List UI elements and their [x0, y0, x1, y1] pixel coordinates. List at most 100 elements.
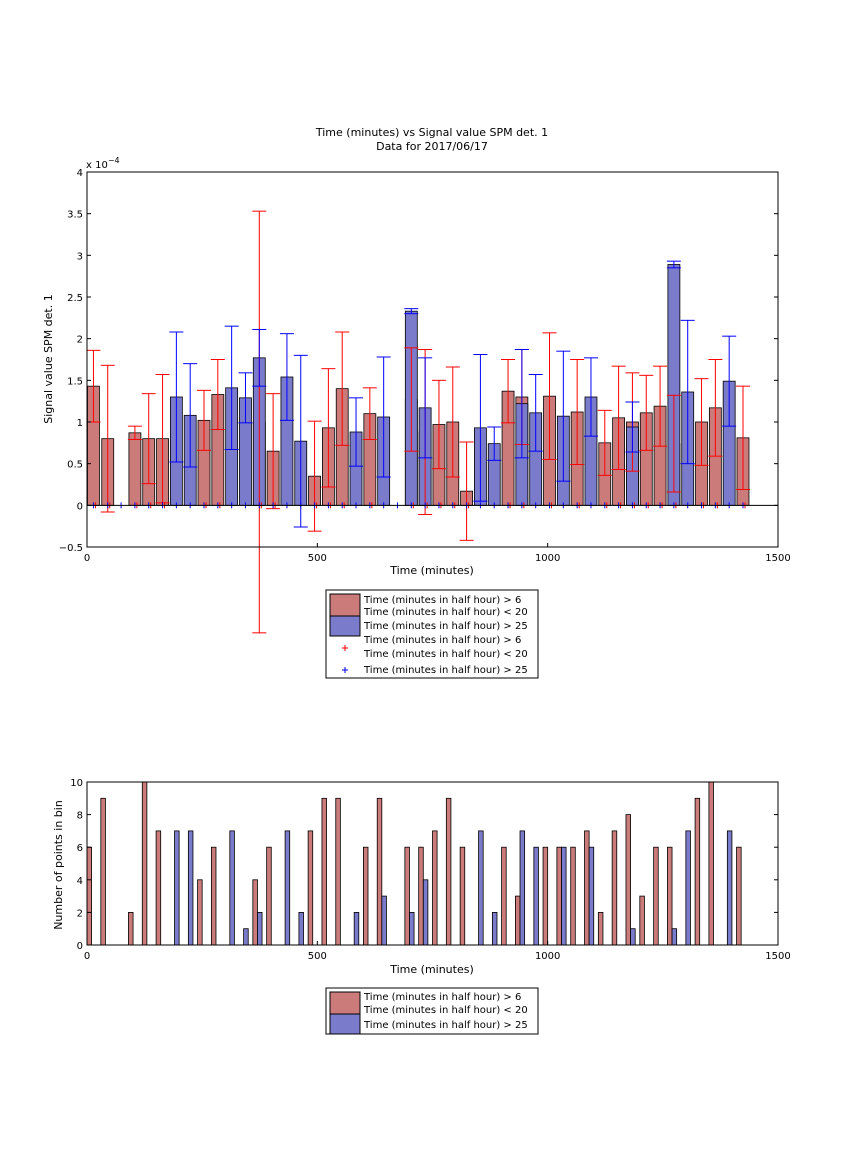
legend-blue-marker: [342, 667, 348, 673]
count-bar-blue: [561, 846, 567, 946]
x-tick-label: 0: [84, 553, 90, 564]
x-tick-label: 500: [308, 951, 327, 962]
legend-item-red-line1: Time (minutes in half hour) > 6: [363, 595, 521, 606]
x-tick-label: 1000: [535, 553, 560, 564]
error-bar-red: [445, 366, 460, 478]
error-bar-red: [459, 441, 474, 541]
count-bar-red: [210, 846, 217, 946]
count-bar-red: [694, 797, 701, 946]
x-tick-label: 1500: [765, 951, 790, 962]
error-bar-red: [611, 365, 626, 470]
error-bar-blue: [279, 333, 294, 421]
counts-chart: 0 500 1000 1500 0 2 4 6 8 10 Time (minutes) Numbe…: [52, 778, 791, 976]
count-bar-blue: [685, 830, 691, 946]
x-tick-label: 1500: [765, 553, 790, 564]
error-bar-red: [307, 420, 322, 532]
count-bar-blue: [298, 912, 304, 946]
error-bar-red: [197, 389, 212, 451]
legend-item-red-marker-line1: Time (minutes in half hour) > 6: [363, 635, 521, 646]
error-bar-red: [362, 387, 377, 440]
error-bar-blue: [376, 356, 391, 478]
y-tick-label: 2: [77, 908, 83, 919]
count-bar-blue: [422, 879, 429, 946]
error-bars-layer: [86, 210, 750, 634]
error-bar-blue: [404, 308, 419, 315]
legend-red-marker: [342, 645, 348, 651]
bar-red: [128, 432, 142, 506]
error-bar-blue: [252, 329, 267, 387]
count-bar-blue: [284, 830, 291, 946]
count-bar-red: [321, 797, 327, 946]
count-bar-blue: [409, 912, 415, 946]
count-bar-blue: [519, 830, 526, 946]
plot-frame: [86, 171, 779, 548]
count-bar-red: [252, 879, 258, 946]
y-exponent-base: x 10: [86, 160, 108, 171]
error-bar-red: [335, 331, 350, 446]
count-bar-blue: [229, 830, 235, 946]
count-bar-blue: [353, 912, 360, 946]
y-tick-label: 0: [77, 941, 83, 952]
error-bar-red: [141, 393, 156, 485]
chart-subtitle: Data for 2017/06/17: [376, 140, 488, 153]
legend-swatch-blue-bar: [329, 615, 361, 637]
count-bar-red: [653, 846, 659, 946]
y-tick-label: 0: [77, 501, 83, 512]
error-bar-red: [404, 347, 419, 452]
count-bar-red: [432, 830, 438, 946]
count-bar-red: [100, 797, 106, 946]
legend-signal: Time (minutes in half hour) > 6 Time (mi…: [325, 589, 539, 679]
legend-item-red-marker-line2: Time (minutes in half hour) < 20: [363, 649, 528, 660]
count-bar-red: [128, 912, 134, 946]
plot-frame-bottom: [86, 781, 779, 946]
count-bar-blue: [533, 846, 539, 946]
count-bar-blue: [588, 846, 595, 946]
legend-box: [325, 589, 539, 679]
count-bar-red: [459, 846, 466, 946]
count-bar-blue: [478, 830, 484, 946]
x-tick-label: 0: [84, 951, 90, 962]
error-bar-blue: [349, 397, 364, 467]
error-bar-blue: [418, 357, 433, 459]
error-bar-red: [708, 359, 723, 457]
y-tick-label: 1.5: [67, 376, 83, 387]
error-bar-blue: [293, 354, 308, 528]
error-bar-red: [653, 365, 668, 447]
y-tick-label: 1: [77, 418, 83, 429]
y-axis-label: Signal value SPM det. 1: [42, 294, 55, 424]
error-bar-blue: [473, 354, 488, 502]
count-bar-red: [570, 846, 576, 946]
count-bar-red: [363, 846, 369, 946]
y-tick-label: 10: [70, 778, 83, 789]
y-tick-label: 2: [77, 335, 83, 346]
count-bar-blue: [257, 912, 263, 946]
legend-counts: Time (minutes in half hour) > 6 Time (mi…: [325, 987, 539, 1035]
error-bar-blue: [183, 363, 198, 468]
legend2-item-red-line2: Time (minutes in half hour) < 20: [363, 1005, 528, 1016]
count-bar-blue: [187, 830, 194, 946]
count-bar-red: [584, 830, 590, 946]
count-bar-red: [266, 846, 272, 946]
x-axis-label-bottom: Time (minutes): [389, 963, 474, 976]
count-bar-blue: [671, 928, 678, 946]
error-bar-red: [252, 210, 267, 634]
error-bar-blue: [556, 350, 571, 482]
error-bar-red: [570, 359, 585, 465]
legend-swatch-red-bar: [329, 593, 361, 617]
y-tick-label: 3.5: [67, 210, 83, 221]
count-bar-red: [501, 846, 507, 946]
error-bar-blue: [680, 319, 695, 465]
y-tick-label: 4: [77, 168, 83, 179]
error-bar-red: [266, 393, 281, 510]
error-bar-blue: [514, 349, 529, 459]
count-bar-red: [197, 879, 203, 946]
count-bar-blue: [174, 830, 180, 946]
legend2-item-blue-line1: Time (minutes in half hour) > 25: [363, 1020, 528, 1031]
x-tick-label: 1000: [535, 951, 560, 962]
y-exponent-label: x 10−4: [86, 156, 120, 171]
legend-item-blue-line1: Time (minutes in half hour) > 25: [363, 621, 528, 632]
axes-layer-bottom: 0 500 1000 1500 0 2 4 6 8 10: [70, 778, 790, 962]
error-bar-red: [694, 378, 709, 466]
error-bar-red: [597, 409, 612, 476]
count-bar-red: [86, 846, 93, 946]
